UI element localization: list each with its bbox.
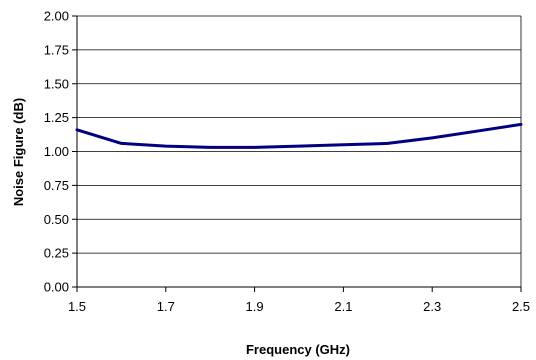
series-line (75, 122, 523, 149)
y-axis-title: Noise Figure (dB) (11, 98, 26, 206)
y-tick-label: 2.00 (44, 9, 69, 24)
axes (72, 15, 522, 292)
x-tick-label: 1.7 (157, 299, 175, 314)
x-tick-label: 1.9 (246, 299, 264, 314)
series-layer (75, 122, 523, 149)
x-tick-labels: 1.5 1.7 1.9 2.1 2.3 2.5 (68, 299, 530, 314)
y-tick-label: 0.25 (44, 246, 69, 261)
y-tick-labels: 0.00 0.25 0.50 0.75 1.00 1.25 1.50 1.75 2.00 (44, 9, 69, 295)
x-tick-label: 2.5 (512, 299, 530, 314)
y-tick-label: 1.75 (44, 42, 69, 57)
x-tick-label: 2.3 (423, 299, 441, 314)
grid-lines (77, 15, 521, 254)
x-tick-label: 1.5 (68, 299, 86, 314)
x-axis-title: Frequency (GHz) (246, 342, 350, 357)
y-tick-label: 0.00 (44, 280, 69, 295)
y-tick-label: 1.00 (44, 144, 69, 159)
y-tick-label: 1.50 (44, 76, 69, 91)
y-tick-label: 0.75 (44, 178, 69, 193)
y-tick-label: 0.50 (44, 212, 69, 227)
x-tick-label: 2.1 (334, 299, 352, 314)
y-tick-label: 1.25 (44, 110, 69, 125)
